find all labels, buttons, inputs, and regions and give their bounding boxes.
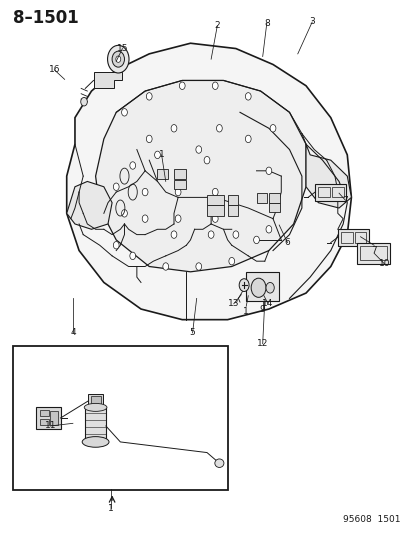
Circle shape [245,93,251,100]
Circle shape [171,125,176,132]
Bar [331,187,343,197]
Text: 7: 7 [342,196,347,205]
Circle shape [113,241,119,249]
Circle shape [154,151,160,159]
Circle shape [130,162,135,169]
Text: 3: 3 [309,18,314,27]
Circle shape [162,263,168,270]
Bar [157,169,167,179]
Circle shape [216,125,222,132]
Bar [40,418,49,425]
Text: 12: 12 [256,339,268,348]
Circle shape [239,279,249,292]
Polygon shape [66,43,351,320]
Bar [354,232,366,243]
Bar [206,205,223,216]
Circle shape [245,135,251,143]
Text: 8–1501: 8–1501 [13,9,78,27]
Circle shape [233,231,238,238]
Text: 4: 4 [70,328,76,337]
Circle shape [212,215,218,222]
Bar [36,407,60,429]
Circle shape [113,183,119,190]
Text: 95608  1501: 95608 1501 [343,515,400,524]
Circle shape [130,252,135,260]
Circle shape [179,82,185,90]
Bar [90,396,100,406]
Text: 15: 15 [116,44,128,53]
Circle shape [228,257,234,265]
Circle shape [266,282,273,293]
Circle shape [142,188,147,196]
Text: 16: 16 [48,66,60,74]
Bar [360,246,387,260]
Bar [268,203,280,212]
Bar [356,243,389,264]
Circle shape [175,188,180,196]
Circle shape [212,188,218,196]
Bar [206,195,223,205]
Circle shape [121,209,127,217]
Bar [314,183,345,200]
Circle shape [171,231,176,238]
Circle shape [266,225,271,233]
Circle shape [253,236,259,244]
Circle shape [146,93,152,100]
Circle shape [112,51,124,67]
Bar [88,394,103,407]
Bar [85,407,106,442]
Circle shape [204,157,209,164]
Circle shape [208,231,214,238]
Text: 2: 2 [214,21,220,30]
Circle shape [142,215,147,222]
Text: 9: 9 [259,304,265,313]
Text: 14: 14 [262,299,273,308]
Text: 5: 5 [189,328,195,337]
Bar [256,193,266,203]
Text: 1: 1 [243,307,249,316]
Bar [318,187,329,197]
Polygon shape [66,181,112,229]
Circle shape [195,146,201,154]
Ellipse shape [84,403,107,411]
Bar [13,346,227,490]
Circle shape [269,199,275,206]
Bar [246,272,278,301]
Ellipse shape [82,437,109,447]
Bar [40,410,49,416]
Bar [227,195,237,205]
Circle shape [251,278,266,297]
Bar [340,232,352,243]
Circle shape [212,82,218,90]
Bar [268,193,280,203]
Circle shape [175,215,180,222]
Text: 10: 10 [378,260,389,268]
Bar [337,229,368,246]
Bar [227,205,237,216]
Circle shape [107,45,129,73]
Circle shape [81,98,87,106]
Polygon shape [95,80,305,272]
Circle shape [116,56,121,62]
Bar [173,169,186,179]
Circle shape [146,135,152,143]
Ellipse shape [214,459,223,467]
Text: 1: 1 [108,504,114,513]
Text: 7: 7 [370,246,376,255]
Text: 11: 11 [44,422,56,431]
Text: 6: 6 [284,238,290,247]
Circle shape [195,263,201,270]
Polygon shape [93,72,122,88]
Polygon shape [305,144,351,208]
Text: 1: 1 [158,150,164,159]
Circle shape [121,109,127,116]
Text: 13: 13 [228,299,239,308]
Circle shape [266,167,271,174]
Bar [50,411,58,425]
Circle shape [269,125,275,132]
Bar [173,180,186,189]
Text: 8: 8 [263,19,269,28]
